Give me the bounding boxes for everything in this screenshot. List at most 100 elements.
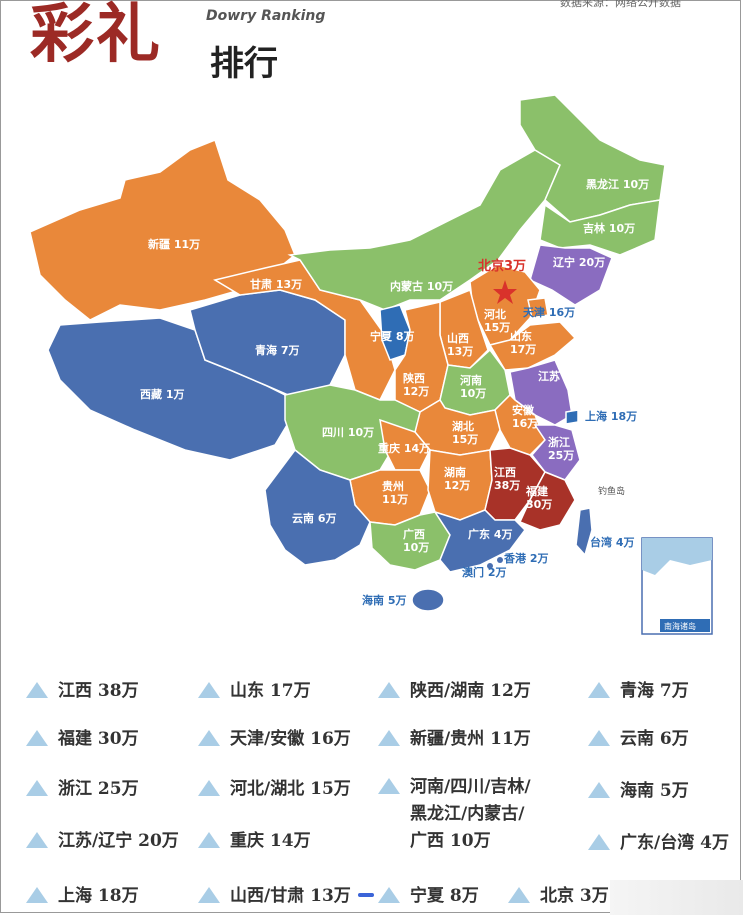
legend-triangle-icon — [198, 780, 220, 796]
label-heilongjiang-name: 黑龙江 — [586, 177, 619, 191]
legend-triangle-icon — [198, 887, 220, 903]
label-gansu-value: 13万 — [272, 278, 302, 291]
label-gansu: 甘肃 13万 — [250, 277, 302, 291]
legend-item: 陕西/湖南 12万 — [410, 681, 531, 701]
label-chongqing-name: 重庆 — [378, 441, 400, 455]
label-qinghai-value: 7万 — [277, 344, 299, 357]
region-aomen[interactable] — [487, 563, 493, 569]
region-guangdong[interactable] — [433, 509, 526, 573]
legend-item: 广西 10万 — [410, 831, 491, 851]
region-shanghai[interactable] — [565, 409, 579, 425]
region-liaoning[interactable] — [529, 244, 613, 306]
label-anhui-name: 安徽 — [512, 403, 535, 417]
legend-triangle-icon — [588, 730, 610, 746]
label-xizang-name: 西藏 — [140, 387, 162, 401]
label-hebei-name: 河北 — [484, 307, 506, 321]
legend-item: 黑龙江/内蒙古/ — [410, 804, 525, 824]
legend-item: 天津/安徽 16万 — [230, 729, 351, 749]
label-liaoning-name: 辽宁 — [553, 255, 575, 269]
label-qinghai: 青海 7万 — [255, 343, 299, 357]
legend-triangle-icon — [588, 834, 610, 850]
region-hainan[interactable] — [411, 588, 445, 612]
label-beijing-value: 3万 — [504, 259, 526, 274]
legend-triangle-icon — [378, 778, 400, 794]
source-note: 数据来源：网络公开数据 — [560, 0, 681, 9]
legend-item: 上海 18万 — [58, 886, 139, 906]
label-shandong-value: 17万 — [510, 343, 536, 356]
label-shaanxi-value: 12万 — [403, 385, 429, 398]
region-tianjin[interactable] — [527, 297, 549, 319]
legend: 江西 38万 山东 17万 陕西/湖南 12万 青海 7万 福建 30万 天津/安徽 16… — [0, 668, 743, 915]
label-neimenggu-name: 内蒙古 — [390, 279, 423, 293]
legend-triangle-icon — [26, 730, 48, 746]
label-shanghai: 上海 18万 — [585, 409, 637, 423]
legend-item: 福建 30万 — [58, 729, 139, 749]
region-jiangxi[interactable] — [484, 447, 546, 521]
region-taiwan[interactable] — [575, 507, 593, 557]
label-sichuan-name: 四川 — [322, 426, 344, 439]
region-shandong[interactable] — [488, 321, 577, 371]
label-shanxi-name: 山西 — [447, 331, 469, 345]
label-ningxia: 宁夏 8万 — [370, 329, 414, 343]
legend-triangle-icon — [198, 832, 220, 848]
legend-triangle-icon — [588, 782, 610, 798]
legend-triangle-icon — [378, 887, 400, 903]
region-jilin[interactable] — [539, 199, 661, 256]
region-neimenggu[interactable] — [287, 149, 561, 311]
label-taiwan-name: 台湾 — [590, 535, 612, 549]
label-jilin-value: 10万 — [605, 222, 635, 235]
legend-item: 江苏/辽宁 20万 — [58, 831, 179, 851]
label-zhejiang-value: 25万 — [548, 449, 574, 462]
legend-item: 江西 38万 — [58, 681, 139, 701]
label-henan-name: 河南 — [460, 373, 482, 387]
label-jilin: 吉林 10万 — [583, 221, 635, 235]
legend-item: 海南 5万 — [620, 781, 689, 801]
label-yunnan: 云南 6万 — [292, 511, 336, 525]
label-aomen: 澳门 2万 — [462, 565, 506, 579]
label-jiangxi-value: 38万 — [494, 479, 520, 492]
label-xianggang-name: 香港 — [503, 551, 527, 565]
label-henan-value: 10万 — [460, 387, 486, 400]
label-xianggang-value: 2万 — [526, 552, 548, 565]
label-shandong-name: 山东 — [510, 329, 532, 343]
label-beijing-name: 北京 — [478, 258, 504, 274]
bottom-fade — [610, 880, 743, 915]
label-beijing: 北京3万 — [478, 258, 526, 274]
legend-item: 新疆/贵州 11万 — [410, 729, 531, 749]
label-jiangsu-value: 20万 — [560, 370, 590, 383]
label-xinjiang-name: 新疆 — [148, 237, 170, 251]
title-big: 彩礼 — [30, 0, 162, 72]
beijing-star-icon — [493, 280, 517, 304]
legend-triangle-icon — [26, 887, 48, 903]
region-fujian[interactable] — [518, 471, 576, 531]
label-sichuan: 四川 10万 — [322, 426, 374, 439]
label-ningxia-name: 宁夏 — [370, 329, 393, 343]
legend-triangle-icon — [378, 730, 400, 746]
label-jiangsu-name: 江苏 — [538, 369, 560, 383]
label-heilongjiang-value: 10万 — [619, 178, 649, 191]
legend-item: 河北/湖北 15万 — [230, 779, 351, 799]
label-hainan-name: 海南 — [362, 593, 384, 607]
label-guangdong: 广东 4万 — [468, 527, 512, 541]
region-xinjiang[interactable] — [29, 139, 296, 321]
label-xizang: 西藏 1万 — [140, 387, 184, 401]
label-xinjiang: 新疆 11万 — [148, 237, 200, 251]
label-ningxia-value: 8万 — [392, 330, 414, 343]
region-yunnan[interactable] — [264, 448, 371, 566]
label-tianjin-value: 16万 — [545, 306, 575, 319]
label-guizhou-value: 11万 — [382, 493, 408, 506]
label-fujian-value: 30万 — [526, 498, 552, 511]
label-jilin-name: 吉林 — [583, 221, 605, 235]
label-liaoning: 辽宁 20万 — [553, 255, 605, 269]
label-heilongjiang: 黑龙江 10万 — [586, 177, 649, 191]
label-tianjin-name: 天津 — [523, 305, 545, 319]
legend-triangle-icon — [198, 730, 220, 746]
legend-triangle-icon — [588, 682, 610, 698]
label-taiwan: 台湾 4万 — [590, 535, 634, 549]
label-hunan-name: 湖南 — [444, 465, 466, 479]
legend-item: 北京 3万 — [540, 886, 609, 906]
label-xinjiang-value: 11万 — [170, 238, 200, 251]
label-yunnan-value: 6万 — [314, 512, 336, 525]
region-xianggang[interactable] — [497, 557, 503, 563]
